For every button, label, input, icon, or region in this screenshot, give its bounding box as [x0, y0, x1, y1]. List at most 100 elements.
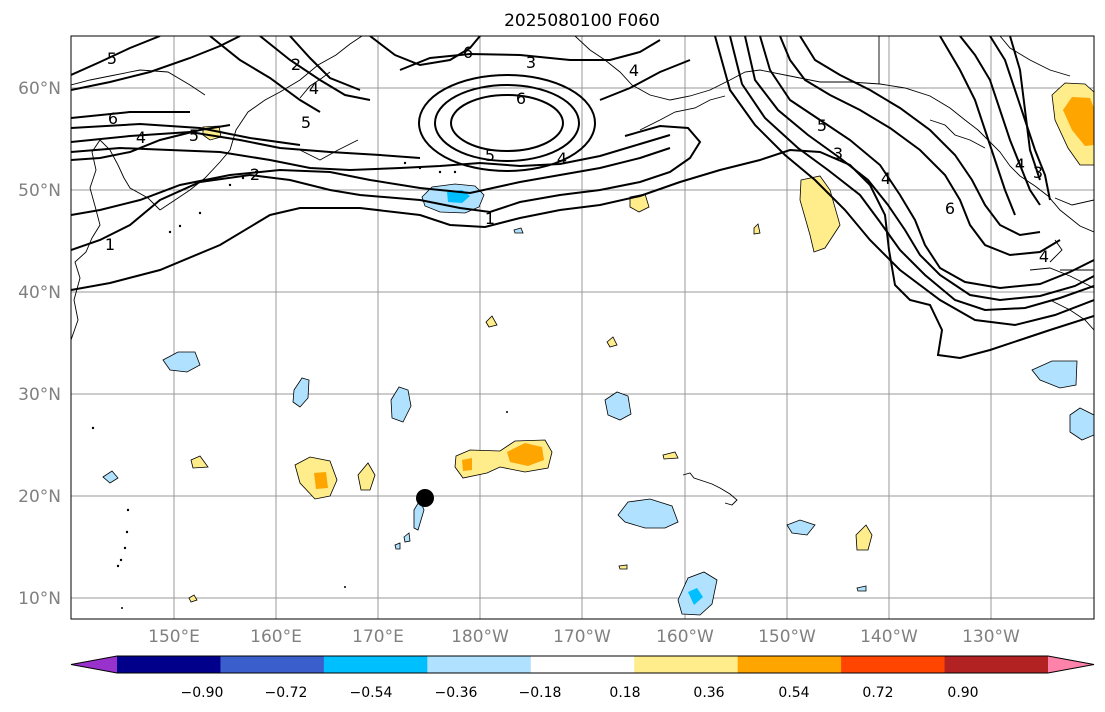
- colorbar-extend-high: [1048, 656, 1094, 673]
- fill-region: [513, 227, 524, 234]
- contour-line: [939, 36, 1016, 216]
- contour-line: [259, 36, 371, 101]
- contour-line: [799, 36, 1041, 237]
- contour-line: [744, 36, 1094, 302]
- contour-label: 6: [108, 109, 118, 128]
- lon-label: 130°W: [962, 627, 1020, 647]
- contour-label: 3: [833, 144, 843, 163]
- lon-label: 160°E: [250, 627, 302, 647]
- fill-region: [403, 532, 411, 543]
- colorbar-segment: [737, 656, 842, 673]
- coastline: [574, 36, 761, 101]
- lat-label: 10°N: [18, 589, 61, 609]
- contour-line: [71, 36, 161, 76]
- contour-label: 2: [291, 55, 301, 74]
- contour-line: [729, 36, 1094, 312]
- contour-line: [369, 36, 481, 67]
- contour-label: 1: [485, 209, 495, 228]
- fill-region: [462, 458, 472, 471]
- fill-region: [606, 336, 618, 348]
- contour-line: [714, 36, 1094, 327]
- contour-label: 6: [516, 89, 526, 108]
- lat-label: 60°N: [18, 79, 61, 99]
- colorbar-segment: [220, 656, 325, 673]
- colorbar-tick-labels: −0.90 −0.72 −0.54 −0.36 −0.18 0.18 0.36 …: [181, 685, 979, 701]
- fill-region: [394, 542, 401, 550]
- contour-label: 4: [1015, 155, 1025, 174]
- colorbar-tick-label: −0.72: [265, 685, 308, 701]
- storm-position-marker: [416, 489, 434, 507]
- coastline: [299, 139, 359, 161]
- contour-line: [71, 36, 241, 91]
- fill-region: [662, 451, 679, 460]
- longitude-labels: 150°E 160°E 170°E 180°W 170°W 160°W 150°…: [148, 627, 1020, 647]
- lon-label: 140°W: [860, 627, 918, 647]
- contour-label: 4: [1039, 247, 1049, 266]
- fill-region: [162, 351, 201, 373]
- fill-region: [485, 315, 498, 328]
- colorbar-extend-low: [71, 656, 117, 673]
- contour-label: 6: [945, 199, 955, 218]
- contour-line: [71, 122, 301, 146]
- colorbar-tick-label: −0.54: [350, 685, 393, 701]
- contour-label: 2: [250, 165, 260, 184]
- contour-label: 4: [136, 128, 146, 147]
- contour-line: [71, 134, 671, 172]
- contour-line: [418, 74, 596, 172]
- fill-region: [618, 564, 628, 570]
- contour-label: 4: [309, 79, 319, 98]
- lon-label: 150°E: [148, 627, 200, 647]
- contour-line: [289, 36, 361, 91]
- contour-line: [71, 130, 421, 159]
- contour-line: [779, 36, 1061, 257]
- fill-region: [617, 498, 679, 529]
- coastline: [1049, 299, 1094, 331]
- contour-label: 6: [463, 43, 473, 62]
- fill-region: [190, 455, 209, 469]
- coastline: [639, 95, 726, 131]
- contour-line: [399, 39, 661, 71]
- colorbar-segment: [323, 656, 428, 673]
- coastlines: [71, 36, 1094, 506]
- lat-label: 40°N: [18, 283, 61, 303]
- contour-line: [759, 36, 1094, 290]
- lon-label: 170°W: [553, 627, 611, 647]
- colorbar-segment: [530, 656, 635, 673]
- contour-label: 5: [189, 126, 199, 145]
- contour-line: [71, 147, 671, 216]
- coastline: [929, 119, 986, 149]
- colorbar-outline: [70, 655, 1095, 674]
- fill-region: [1031, 360, 1078, 389]
- colorbar-tick-label: 0.54: [778, 685, 809, 701]
- contour-label: 4: [557, 149, 567, 168]
- colorbar-tick-label: 0.18: [609, 685, 640, 701]
- colorbar: [70, 655, 1095, 674]
- contour-label: 3: [526, 53, 536, 72]
- coastline: [159, 36, 363, 211]
- colorbar-segment: [841, 656, 946, 673]
- fill-region: [188, 594, 198, 603]
- map-title: 2025080100 F060: [504, 11, 660, 31]
- contour-labels: 5 3 6 5 4 2 6 4 5 5 6 1 2 1 5 3 4 6 4 3 …: [105, 43, 1049, 266]
- contour-label: 4: [881, 169, 891, 188]
- contour-line: [599, 59, 691, 101]
- coastline: [1054, 197, 1094, 206]
- lon-label: 150°W: [758, 627, 816, 647]
- coastline: [682, 472, 738, 506]
- contour-label: 4: [629, 61, 639, 80]
- lat-label: 50°N: [18, 181, 61, 201]
- colorbar-tick-label: 0.36: [693, 685, 724, 701]
- latitude-labels: 60°N 50°N 40°N 30°N 20°N 10°N: [18, 79, 61, 609]
- contour-label: 5: [817, 116, 827, 135]
- contour-line: [71, 148, 1094, 360]
- colorbar-tick-label: 0.90: [947, 685, 978, 701]
- contour-label: 5: [485, 146, 495, 165]
- anomaly-fills: [102, 82, 1094, 616]
- lon-label: 170°E: [352, 627, 404, 647]
- fill-region: [1069, 407, 1094, 441]
- colorbar-segment: [944, 656, 1049, 673]
- fill-region: [357, 462, 376, 491]
- fill-region: [856, 585, 867, 592]
- contour-label: 1: [105, 235, 115, 254]
- map-frame: [70, 35, 1095, 620]
